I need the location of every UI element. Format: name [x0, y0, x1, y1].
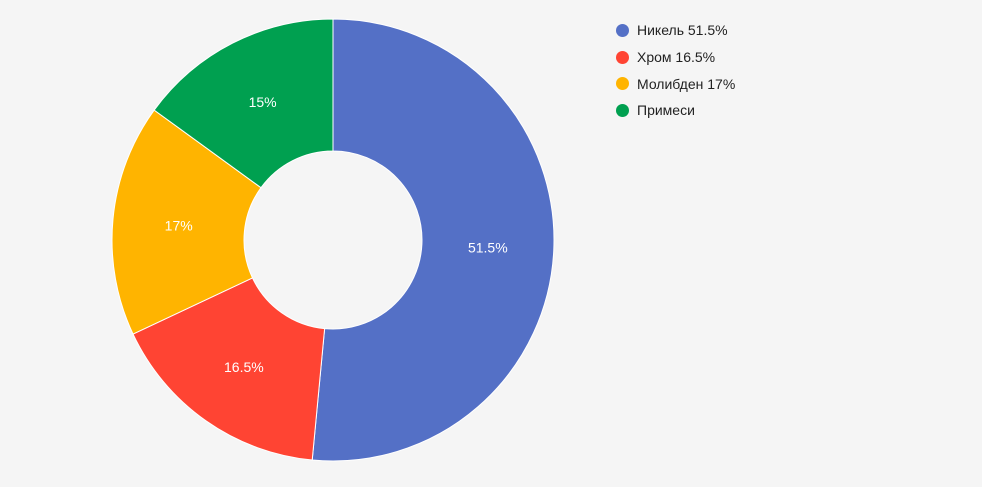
slice-label-0: 51.5% — [468, 239, 508, 255]
legend-item-1[interactable]: Хром 16.5% — [616, 44, 735, 71]
legend-item-0[interactable]: Никель 51.5% — [616, 17, 735, 44]
chart-legend: Никель 51.5% Хром 16.5% Молибден 17% Примес… — [616, 17, 735, 124]
legend-swatch-0 — [616, 23, 629, 37]
slice-label-3: 15% — [249, 94, 277, 110]
legend-swatch-2 — [616, 77, 629, 91]
legend-label-2: Молибден 17% — [637, 75, 736, 92]
legend-swatch-1 — [616, 50, 629, 64]
slice-3[interactable] — [153, 18, 334, 189]
legend-label-0: Никель 51.5% — [637, 22, 728, 39]
legend-swatch-3 — [616, 103, 629, 117]
slice-1[interactable] — [132, 277, 326, 461]
legend-item-2[interactable]: Молибден 17% — [616, 70, 735, 97]
legend-label-3: Примеси — [637, 102, 695, 119]
slice-0[interactable] — [311, 18, 555, 462]
legend-item-3[interactable]: Примеси — [616, 97, 735, 124]
legend-label-1: Хром 16.5% — [637, 49, 716, 66]
slice-2[interactable] — [111, 109, 262, 335]
slice-label-1: 16.5% — [224, 359, 264, 375]
slice-label-2: 17% — [165, 217, 193, 233]
